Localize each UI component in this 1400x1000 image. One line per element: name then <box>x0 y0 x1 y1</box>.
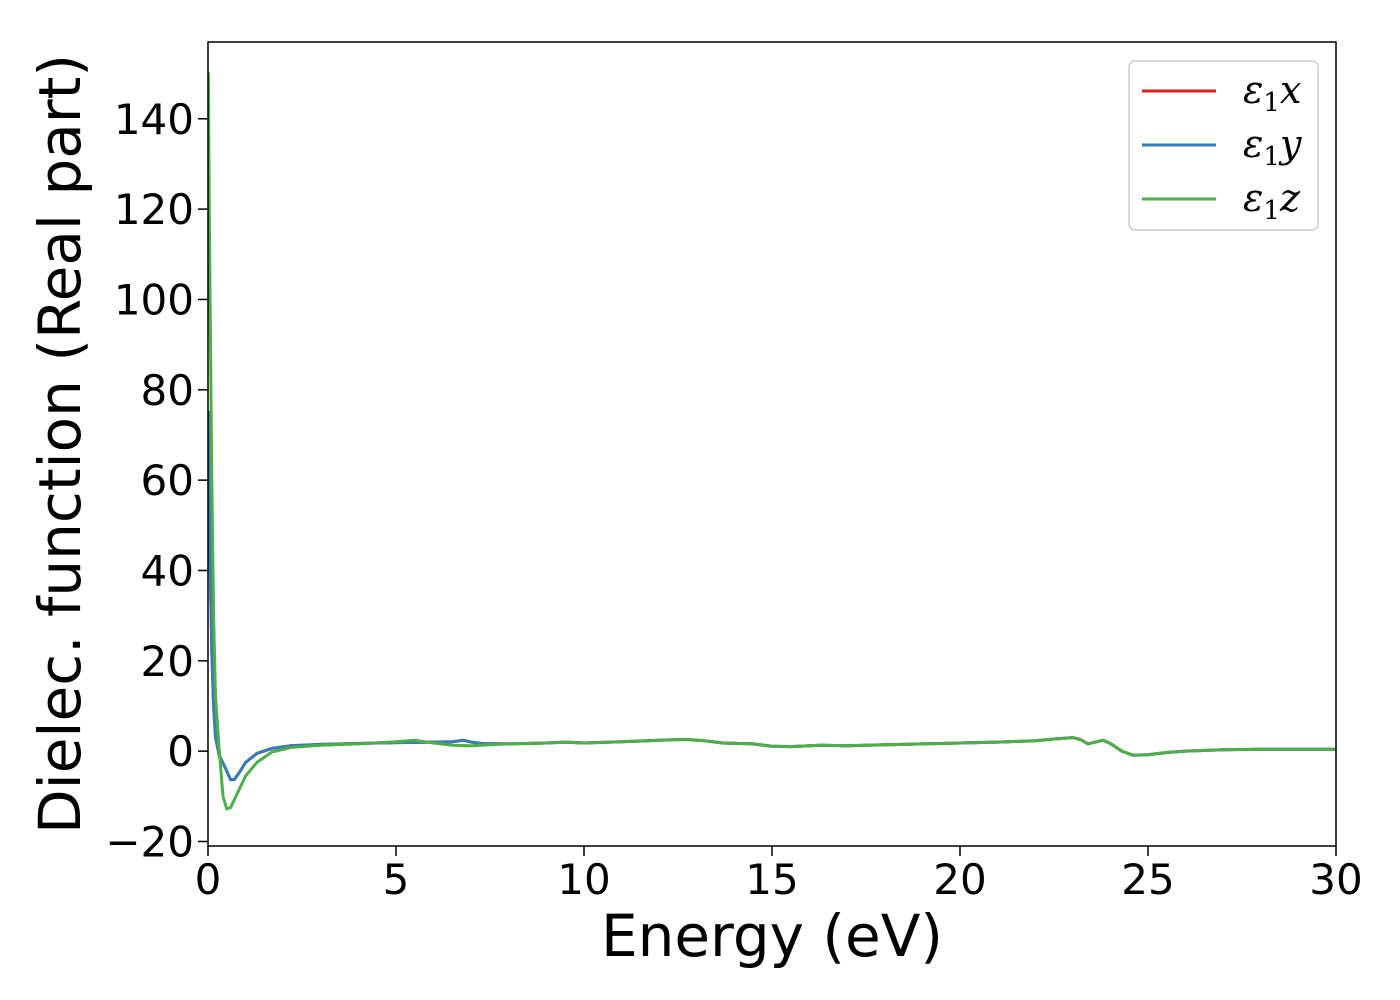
y-tick-label: −20 <box>105 817 194 866</box>
x-tick-label: 20 <box>933 855 986 904</box>
x-axis-ticks: 0 5 10 15 20 25 30 <box>195 846 1363 904</box>
x-tick-label: 25 <box>1121 855 1174 904</box>
legend-label-1: ε1x <box>1243 68 1301 118</box>
x-axis-label: Energy (eV) <box>601 902 943 970</box>
y-tick-label: 20 <box>141 637 194 686</box>
x-tick-label: 15 <box>745 855 798 904</box>
x-tick-label: 10 <box>557 855 610 904</box>
x-tick-label: 30 <box>1309 855 1362 904</box>
legend-label-3: ε1z <box>1243 176 1301 226</box>
y-tick-label: 80 <box>141 366 194 415</box>
y-axis-label: Dielec. function (Real part) <box>26 54 94 834</box>
series-layer <box>208 72 1336 811</box>
y-tick-label: 60 <box>141 456 194 505</box>
legend-box <box>1128 60 1319 231</box>
x-tick-label: 0 <box>195 855 222 904</box>
y-tick-label: 0 <box>167 727 194 776</box>
y-tick-label: 40 <box>141 546 194 595</box>
y-tick-label: 100 <box>114 275 194 324</box>
y-axis-ticks: −20 0 20 40 60 80 100 120 140 <box>105 95 208 866</box>
y-tick-label: 140 <box>114 95 194 144</box>
legend-label-2: ε1y <box>1243 122 1302 172</box>
y-tick-label: 120 <box>114 185 194 234</box>
series-line-3 <box>208 72 1336 811</box>
x-tick-label: 5 <box>383 855 410 904</box>
